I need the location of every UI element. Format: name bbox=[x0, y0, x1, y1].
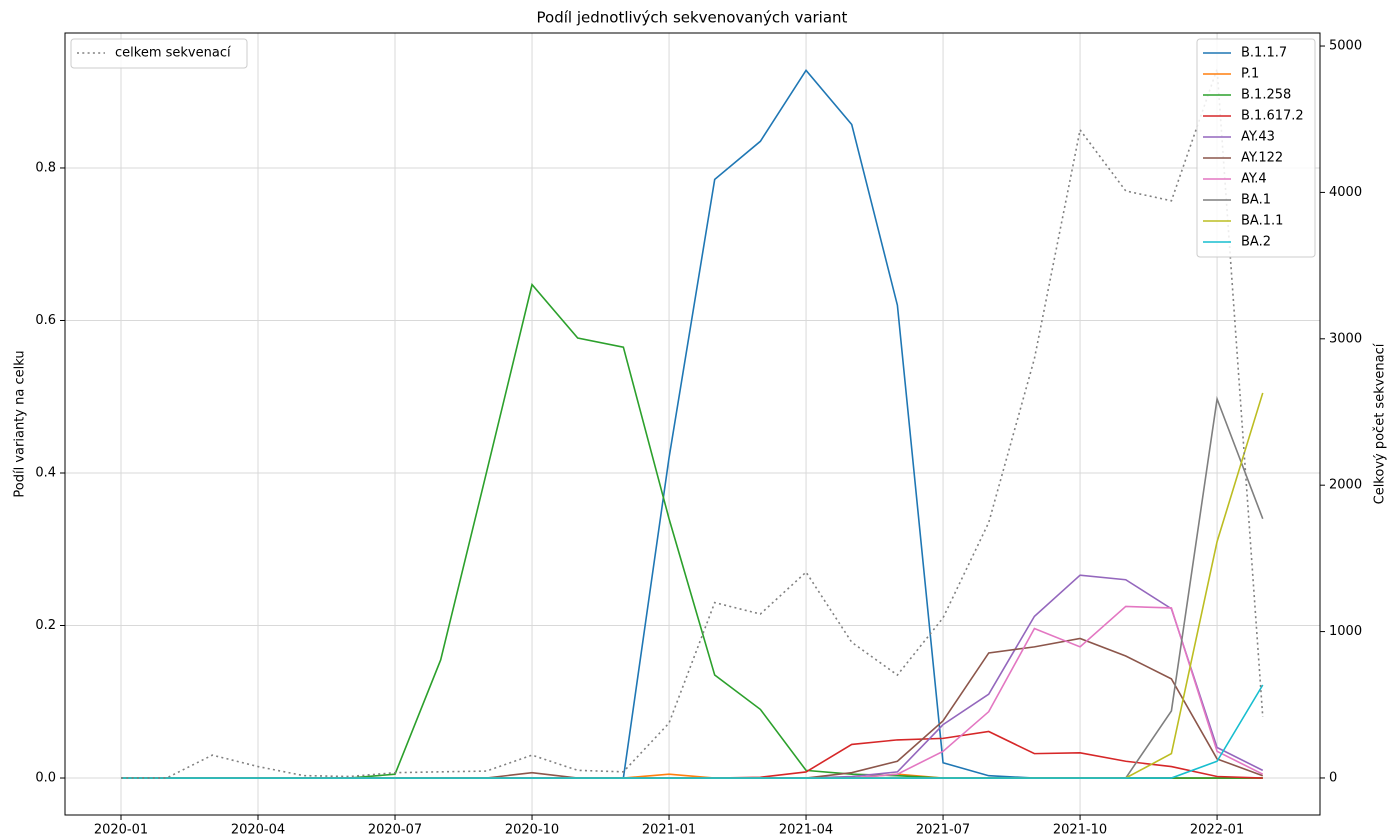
x-tick-label: 2022-01 bbox=[1190, 823, 1244, 836]
x-tick-label: 2020-07 bbox=[368, 823, 422, 836]
plot-frame bbox=[64, 32, 1321, 816]
x-tick-label: 2021-04 bbox=[779, 823, 833, 836]
y2-tick-label: 2000 bbox=[1329, 478, 1362, 493]
x-tick-label: 2021-01 bbox=[642, 823, 696, 836]
legend-label: AY.4 bbox=[1241, 172, 1267, 187]
y-tick-label: 0.2 bbox=[35, 618, 56, 633]
y-axis-label: Podíl varianty na celku bbox=[13, 350, 28, 497]
series-line bbox=[121, 637, 1264, 779]
y2-tick-label: 5000 bbox=[1329, 39, 1362, 54]
series-line bbox=[121, 69, 1263, 779]
legend-label: AY.122 bbox=[1241, 151, 1283, 166]
y2-tick-label: 3000 bbox=[1329, 331, 1362, 346]
y2-tick-label: 4000 bbox=[1329, 185, 1362, 200]
series-line bbox=[121, 730, 1263, 779]
x-tick-label: 2020-01 bbox=[94, 823, 148, 836]
legend-label: BA.2 bbox=[1241, 235, 1271, 250]
y-tick-label: 0.4 bbox=[35, 465, 56, 480]
series-line bbox=[121, 605, 1264, 779]
legend-label: BA.1.1 bbox=[1241, 214, 1283, 229]
legend-label: celkem sekvenací bbox=[115, 46, 231, 61]
y-tick-label: 0.6 bbox=[35, 313, 56, 328]
legend-label: P.1 bbox=[1241, 67, 1259, 82]
legend-label: B.1.1.7 bbox=[1241, 46, 1287, 61]
y2-tick-label: 0 bbox=[1329, 770, 1337, 785]
x-tick-label: 2020-04 bbox=[231, 823, 285, 836]
series-line bbox=[121, 392, 1264, 779]
x-tick-label: 2021-07 bbox=[916, 823, 970, 836]
chart-title: Podíl jednotlivých sekvenovaných variant bbox=[537, 9, 848, 27]
y-tick-label: 0.8 bbox=[35, 160, 56, 175]
y2-axis-label: Celkový počet sekvenací bbox=[1373, 343, 1388, 504]
series-line bbox=[121, 684, 1264, 779]
series-line bbox=[121, 282, 1263, 779]
legend-label: BA.1 bbox=[1241, 193, 1271, 208]
y2-tick-label: 1000 bbox=[1329, 624, 1362, 639]
legend-label: AY.43 bbox=[1241, 130, 1275, 145]
legend-label: B.1.617.2 bbox=[1241, 109, 1304, 124]
series-line bbox=[121, 68, 1264, 779]
legend-box bbox=[1196, 38, 1316, 258]
x-tick-label: 2021-10 bbox=[1053, 823, 1107, 836]
legend-box bbox=[70, 38, 248, 69]
series-line bbox=[121, 395, 1264, 779]
y-tick-label: 0.0 bbox=[35, 771, 56, 786]
legend-label: B.1.258 bbox=[1241, 88, 1291, 103]
x-tick-label: 2020-10 bbox=[505, 823, 559, 836]
series-line bbox=[121, 574, 1264, 779]
